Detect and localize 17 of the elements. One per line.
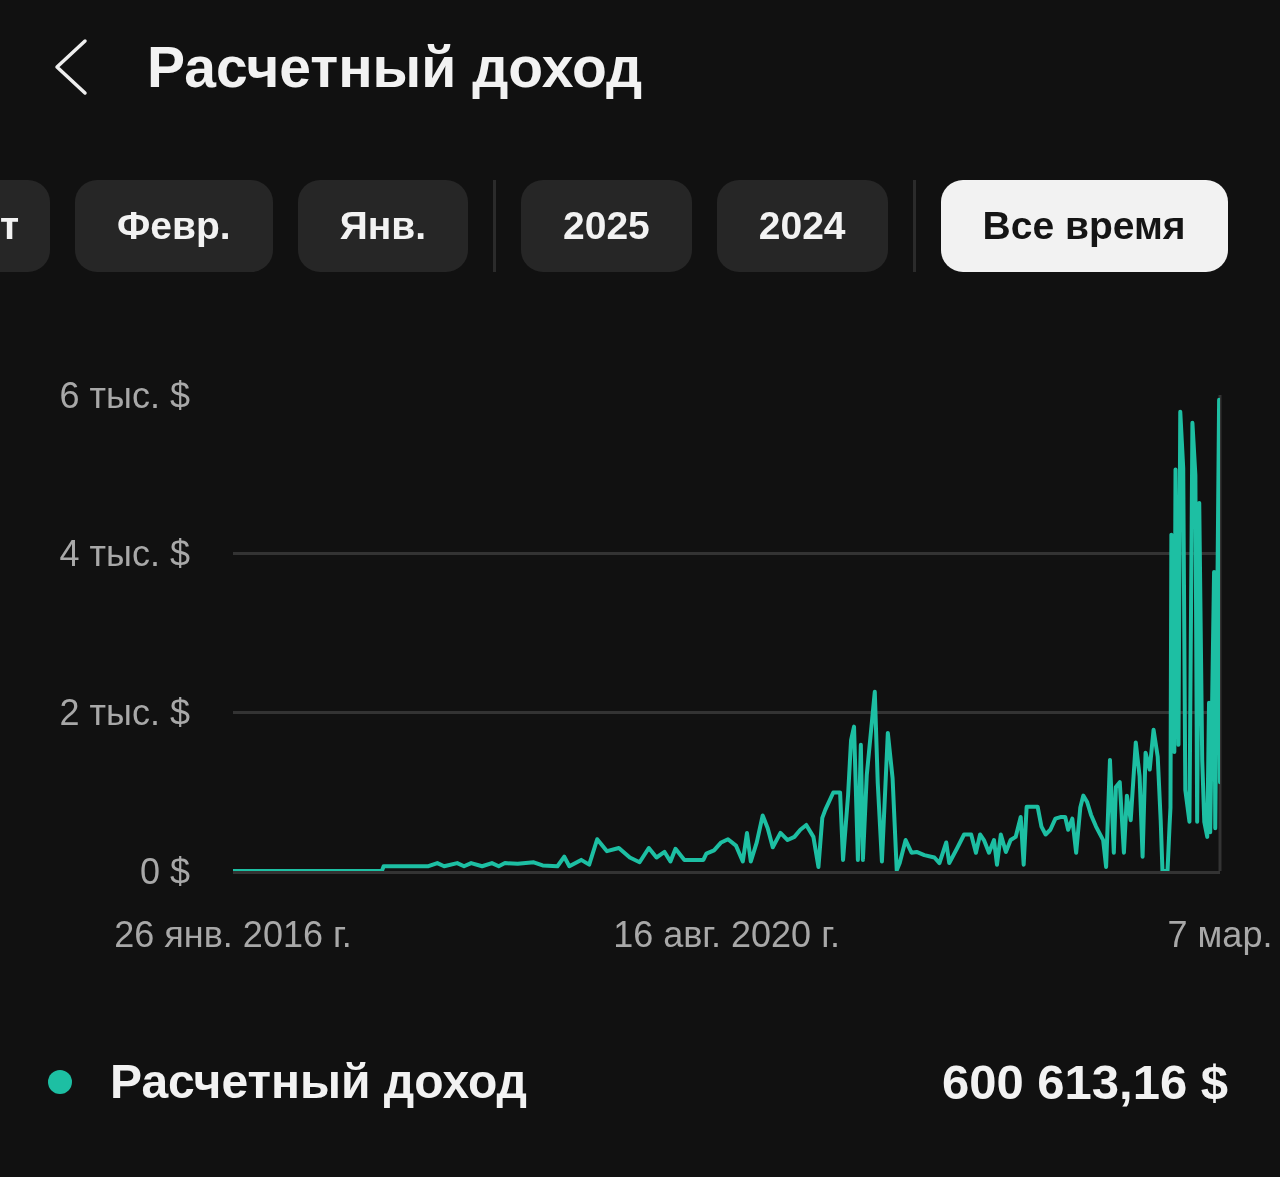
tab-button[interactable]: 2025 (521, 180, 692, 272)
y-tick-label: 2 тыс. $ (59, 691, 190, 733)
y-tick-label: 4 тыс. $ (59, 533, 190, 575)
y-tick-label: 0 $ (139, 850, 190, 892)
legend-label: Расчетный доход (110, 1054, 528, 1110)
x-tick-label: 16 авг. 2020 г. (613, 914, 840, 956)
tab-button[interactable]: Янв. (297, 180, 469, 272)
x-tick-label: 26 янв. 2016 г. (114, 914, 352, 956)
x-tick-label: 7 мар. (1167, 914, 1273, 956)
tab-button[interactable]: т (0, 180, 50, 272)
chart-title: Расчетный доход (147, 34, 643, 101)
tab-button[interactable]: 2024 (716, 180, 888, 272)
text: 600 613,16 $ (941, 1054, 1228, 1110)
tab-button[interactable]: Февр. (75, 180, 273, 272)
line-series (233, 397, 1220, 871)
tab-button[interactable]: Все время (940, 180, 1228, 272)
y-tick-label: 6 тыс. $ (59, 374, 190, 416)
